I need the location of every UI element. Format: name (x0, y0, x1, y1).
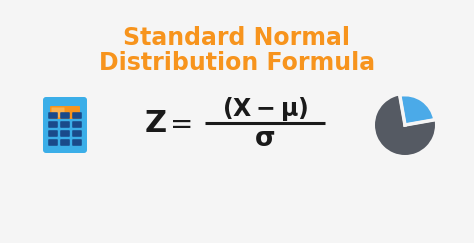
FancyBboxPatch shape (52, 107, 64, 118)
FancyBboxPatch shape (72, 121, 82, 128)
FancyBboxPatch shape (60, 121, 70, 128)
Wedge shape (375, 95, 435, 155)
Text: $\mathbf{(X - \mu)}$: $\mathbf{(X - \mu)}$ (222, 95, 308, 123)
FancyBboxPatch shape (72, 112, 82, 119)
Text: $\mathbf{Z}$: $\mathbf{Z}$ (144, 109, 166, 138)
FancyBboxPatch shape (48, 139, 58, 146)
FancyBboxPatch shape (72, 139, 82, 146)
FancyBboxPatch shape (43, 97, 87, 153)
Text: Distribution Formula: Distribution Formula (99, 51, 375, 75)
FancyBboxPatch shape (48, 121, 58, 128)
FancyBboxPatch shape (50, 106, 80, 119)
FancyBboxPatch shape (60, 130, 70, 137)
FancyBboxPatch shape (48, 112, 58, 119)
FancyBboxPatch shape (72, 130, 82, 137)
Text: $\mathbf{\sigma}$: $\mathbf{\sigma}$ (255, 126, 275, 152)
FancyBboxPatch shape (48, 130, 58, 137)
Text: Standard Normal: Standard Normal (124, 26, 350, 50)
FancyBboxPatch shape (60, 112, 70, 119)
Text: $=$: $=$ (164, 109, 192, 137)
Wedge shape (400, 95, 435, 125)
FancyBboxPatch shape (60, 139, 70, 146)
